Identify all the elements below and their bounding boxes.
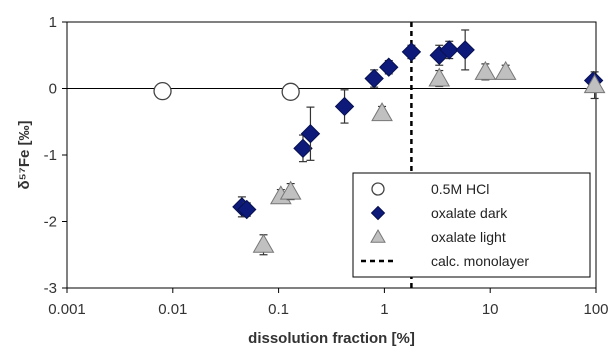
legend-label: 0.5M HCl	[431, 181, 489, 197]
x-tick-label: 0.001	[48, 301, 86, 318]
x-tick-label: 0.1	[268, 301, 289, 318]
legend-swatch	[370, 205, 386, 221]
y-tick-label: 1	[49, 14, 57, 31]
data-point	[401, 42, 422, 62]
y-axis-title: δ⁵⁷Fe [‰]	[16, 121, 33, 190]
y-tick-label: 0	[49, 81, 57, 98]
legend-box	[352, 172, 591, 278]
data-point	[293, 138, 313, 159]
legend-label: oxalate light	[431, 229, 506, 245]
x-tick-label: 100	[583, 301, 608, 318]
data-point	[494, 60, 517, 80]
data-point	[455, 40, 475, 60]
data-point	[237, 199, 257, 220]
x-axis-title: dissolution fraction [%]	[248, 330, 415, 347]
data-point	[474, 60, 497, 80]
data-point	[428, 67, 451, 87]
data-point	[281, 82, 300, 101]
legend-label: calc. monolayer	[431, 253, 529, 269]
data-point	[252, 233, 275, 253]
data-point	[153, 82, 172, 101]
legend-label: oxalate dark	[431, 205, 508, 221]
data-point	[583, 74, 606, 94]
y-tick-label: -3	[44, 280, 57, 297]
legend-swatch	[371, 182, 385, 196]
data-point	[371, 102, 393, 122]
data-point	[379, 57, 399, 77]
data-point	[439, 40, 459, 60]
legend-swatch	[370, 228, 386, 243]
x-tick-label: 0.01	[158, 301, 187, 318]
y-tick-label: -1	[44, 147, 57, 164]
series-0-5m-hcl	[153, 82, 300, 101]
data-point	[334, 96, 355, 117]
data-points	[153, 29, 606, 256]
x-tick-label: 10	[482, 301, 499, 318]
data-point	[364, 68, 384, 89]
y-tick-label: -2	[44, 214, 57, 231]
x-tick-label: 1	[380, 301, 388, 318]
legend: 0.5M HCl oxalate dark oxalate light calc. m…	[352, 172, 591, 278]
data-point	[279, 180, 302, 200]
data-point	[300, 124, 321, 144]
series-oxalate-light	[252, 60, 606, 256]
